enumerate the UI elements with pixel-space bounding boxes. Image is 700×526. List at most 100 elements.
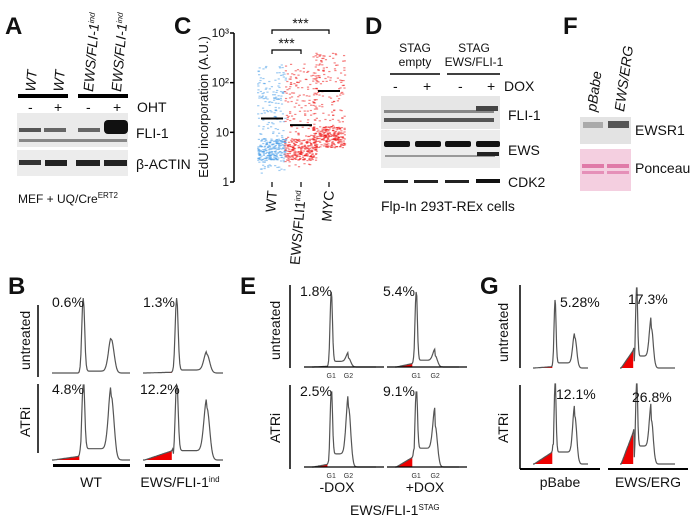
data-point: [270, 151, 274, 153]
data-point: [271, 139, 274, 141]
data-point: [321, 133, 324, 136]
blot-fli1: [17, 113, 128, 147]
data-point: [274, 128, 277, 130]
data-point: [334, 53, 337, 55]
data-point: [289, 112, 292, 114]
data-point: [327, 136, 330, 139]
histogram-line: [533, 299, 588, 369]
histogram: 12.1%: [533, 383, 596, 465]
panel-letter: A: [5, 13, 22, 40]
data-point: [340, 130, 343, 132]
data-point: [257, 152, 261, 155]
data-point: [304, 148, 307, 150]
data-point: [284, 149, 287, 151]
data-point: [315, 59, 318, 61]
data-point: [308, 99, 311, 101]
data-point: [296, 69, 300, 71]
data-point: [309, 138, 312, 140]
data-point: [340, 139, 343, 141]
data-point: [274, 165, 277, 167]
data-point: [294, 152, 297, 154]
data-point: [324, 136, 327, 138]
data-point: [269, 140, 273, 142]
data-point: [316, 56, 319, 58]
data-point: [263, 161, 266, 163]
data-point: [308, 158, 311, 160]
data-point: [329, 139, 332, 141]
data-point: [286, 116, 289, 119]
data-point: [312, 94, 316, 96]
data-point: [265, 139, 268, 142]
data-point: [292, 156, 295, 158]
data-point: [316, 130, 319, 133]
data-point: [321, 106, 324, 108]
data-point: [284, 77, 287, 79]
data-point: [324, 126, 328, 128]
data-point: [291, 92, 294, 94]
data-point: [297, 81, 300, 84]
treatment-sign: +: [487, 78, 495, 94]
data-point: [304, 113, 307, 115]
data-point: [308, 139, 312, 141]
data-point: [268, 151, 271, 153]
data-point: [306, 88, 310, 90]
sub-g1-area: [395, 363, 413, 367]
data-point: [297, 96, 300, 98]
data-point: [263, 112, 266, 114]
data-point: [274, 147, 277, 149]
histogram-line: [143, 297, 223, 374]
blot-label: EWS: [508, 142, 540, 158]
data-point: [294, 144, 297, 146]
data-point: [269, 101, 272, 103]
y-tick-label: 10: [216, 125, 230, 139]
data-point: [312, 56, 315, 58]
data-point: [258, 154, 261, 156]
data-point: [261, 107, 265, 109]
data-point: [314, 144, 317, 147]
data-point: [270, 138, 273, 140]
data-point: [337, 132, 340, 135]
data-point: [273, 147, 276, 150]
data-point: [334, 136, 338, 138]
data-point: [334, 146, 337, 148]
data-point: [297, 74, 300, 76]
peak-label: G1: [411, 373, 420, 380]
data-point: [313, 132, 316, 135]
data-point: [262, 126, 265, 128]
data-point: [339, 144, 343, 147]
data-point: [318, 120, 321, 122]
data-point: [322, 126, 326, 129]
data-point: [261, 138, 264, 141]
data-point: [263, 166, 267, 168]
data-point: [325, 145, 328, 147]
data-point: [314, 146, 317, 148]
data-point: [302, 150, 306, 152]
data-point: [306, 141, 309, 143]
data-point: [300, 143, 304, 145]
data-point: [329, 79, 332, 81]
data-point: [288, 156, 291, 158]
data-point: [292, 138, 295, 141]
sub-g1-percent: 12.1%: [556, 386, 596, 402]
data-point: [275, 158, 278, 161]
data-point: [304, 114, 307, 116]
data-point: [309, 109, 312, 112]
data-point: [335, 134, 339, 136]
sub-g1-area: [533, 450, 553, 464]
sub-g1-percent: 4.8%: [52, 381, 84, 397]
data-point: [309, 83, 312, 86]
data-point: [281, 66, 284, 69]
data-point: [315, 93, 318, 96]
data-point: [329, 126, 332, 128]
panel-c: C EdU incorporation (A.U.) 1 10 10² 10³ ***…: [174, 13, 347, 265]
data-point: [300, 107, 303, 109]
data-point: [271, 148, 274, 150]
data-point: [314, 141, 317, 143]
data-point: [308, 95, 311, 97]
panel-e: E untreated ATRi -DOX +DOX EWS/FLI-1STAG: [240, 273, 445, 518]
data-point: [288, 148, 291, 150]
data-point: [339, 109, 342, 111]
data-point: [282, 161, 285, 163]
data-point: [310, 150, 313, 152]
data-point: [333, 138, 336, 140]
